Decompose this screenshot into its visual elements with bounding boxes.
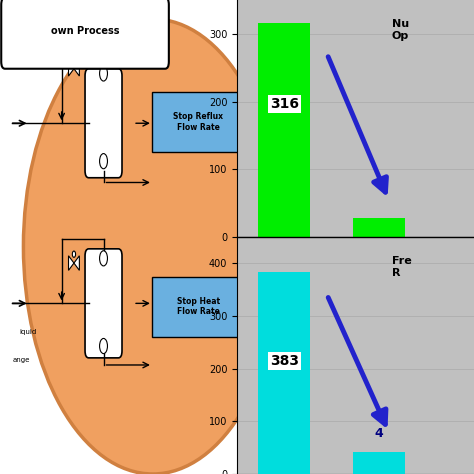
FancyBboxPatch shape (152, 277, 245, 337)
Circle shape (73, 57, 75, 63)
Polygon shape (69, 62, 74, 76)
Bar (258, 23, 310, 237)
Text: Stop Reflux
Flow Rate: Stop Reflux Flow Rate (173, 112, 223, 131)
Circle shape (100, 66, 108, 81)
Text: 4: 4 (375, 427, 383, 440)
FancyBboxPatch shape (85, 249, 122, 358)
Bar (258, 272, 310, 474)
FancyBboxPatch shape (1, 0, 169, 69)
Circle shape (100, 154, 108, 169)
Text: Stop Heat
Flow Rate: Stop Heat Flow Rate (177, 297, 220, 316)
Text: own Process: own Process (51, 26, 119, 36)
FancyBboxPatch shape (85, 69, 122, 178)
Polygon shape (74, 62, 79, 76)
Text: ange: ange (12, 357, 30, 363)
Bar (353, 452, 405, 474)
Bar (353, 218, 405, 237)
Text: 316: 316 (270, 97, 299, 111)
Circle shape (100, 251, 108, 266)
Text: iquid: iquid (20, 329, 37, 335)
Circle shape (73, 251, 75, 257)
Ellipse shape (23, 19, 282, 474)
Polygon shape (74, 256, 79, 270)
FancyBboxPatch shape (152, 92, 245, 152)
Circle shape (100, 338, 108, 354)
Text: 383: 383 (270, 354, 299, 368)
Polygon shape (69, 256, 74, 270)
